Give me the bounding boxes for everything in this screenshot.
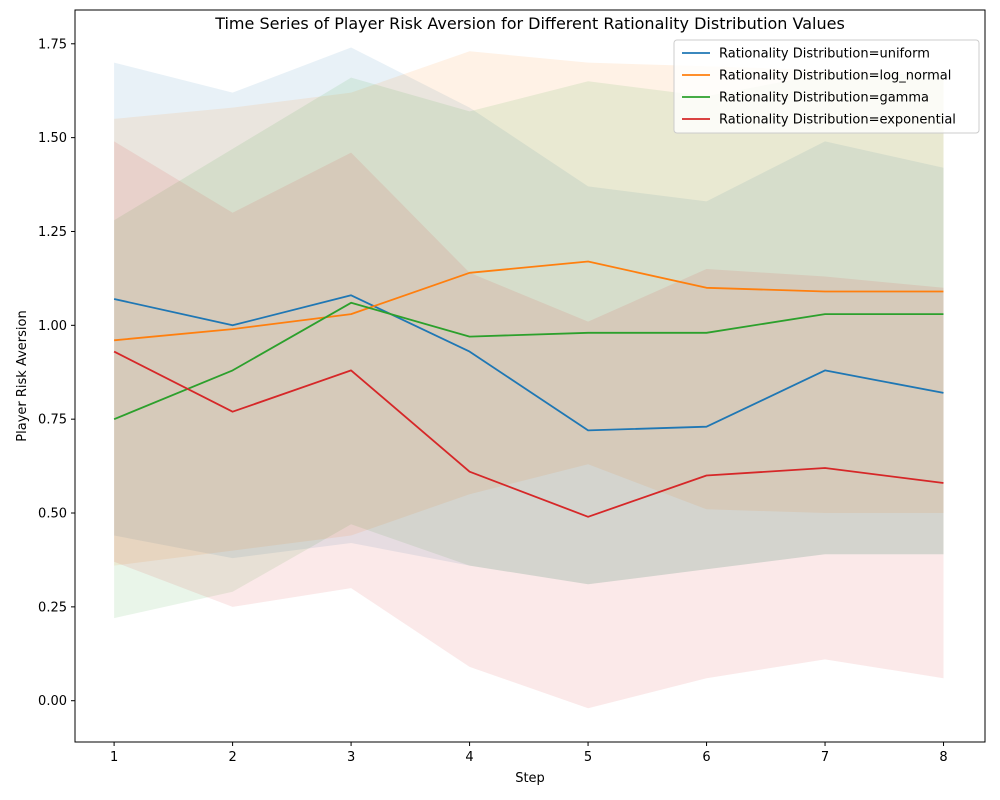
x-tick-label: 4	[465, 750, 473, 765]
legend-label-2: Rationality Distribution=gamma	[719, 91, 929, 106]
series-line-1	[114, 260, 944, 342]
chart-title: Time Series of Player Risk Aversion for …	[214, 14, 845, 33]
x-tick-label: 5	[584, 750, 592, 765]
x-axis-ticks: 1 2 3 4 5 6 7 8	[110, 742, 948, 765]
legend-label-0: Rationality Distribution=uniform	[719, 47, 930, 62]
axes-frame	[74, 9, 986, 743]
legend: Rationality Distribution=uniform Rational…	[673, 39, 980, 134]
series-band-3	[114, 141, 944, 709]
y-tick-label: 0.25	[38, 600, 67, 615]
y-tick-label: 0.50	[38, 507, 67, 522]
x-tick-label: 8	[939, 750, 947, 765]
series-line-3	[113, 350, 944, 518]
legend-label-3: Rationality Distribution=exponential	[719, 113, 956, 128]
confidence-bands	[114, 47, 944, 709]
series-line-2	[113, 301, 944, 421]
y-tick-label: 1.25	[38, 225, 67, 240]
series-band-1	[114, 51, 944, 566]
y-axis-ticks: 0.00 0.25 0.50 0.75 1.00 1.25 1.50 1.75	[38, 37, 75, 709]
x-tick-label: 6	[702, 750, 710, 765]
series-lines	[113, 260, 944, 518]
legend-label-1: Rationality Distribution=log_normal	[719, 69, 951, 84]
y-tick-label: 0.00	[38, 694, 67, 709]
x-tick-label: 1	[110, 750, 118, 765]
x-tick-label: 2	[228, 750, 236, 765]
series-line-0	[113, 294, 944, 432]
y-tick-label: 1.00	[38, 319, 67, 334]
x-tick-label: 3	[347, 750, 355, 765]
y-tick-label: 1.75	[38, 37, 67, 52]
y-tick-label: 0.75	[38, 413, 67, 428]
x-tick-label: 7	[821, 750, 829, 765]
y-tick-label: 1.50	[38, 131, 67, 146]
y-axis-label: Player Risk Aversion	[15, 310, 30, 441]
legend-box	[673, 39, 980, 134]
series-band-0	[114, 47, 944, 585]
x-axis-label: Step	[515, 771, 545, 786]
series-band-2	[114, 73, 944, 619]
